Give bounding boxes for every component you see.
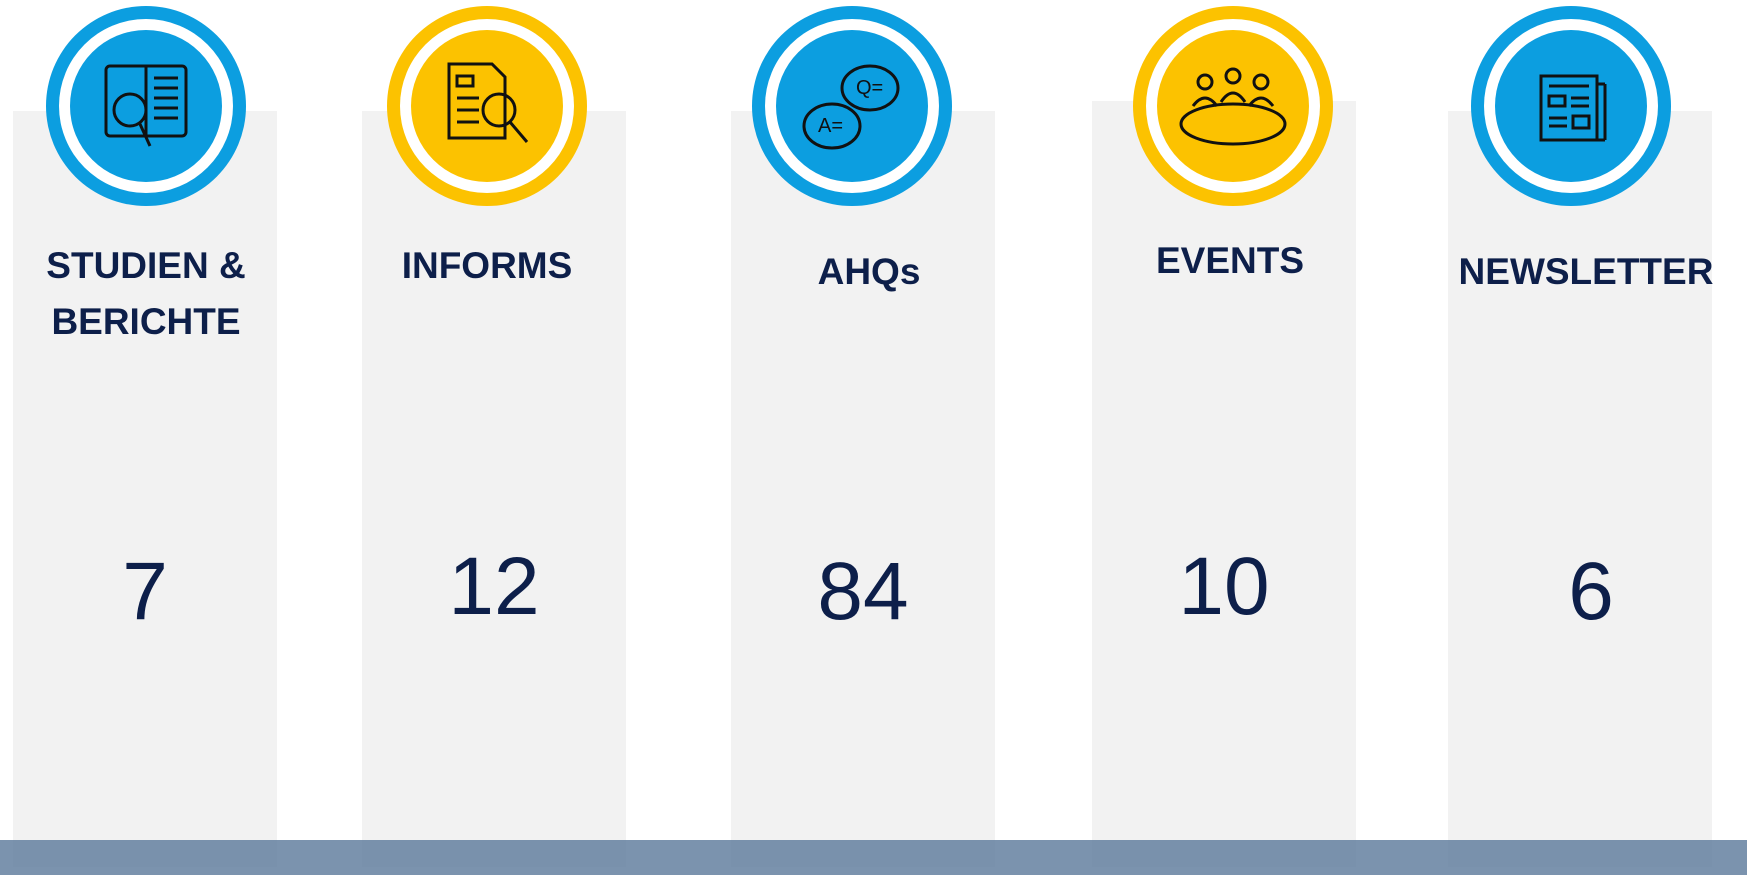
card-title: AHQs: [817, 251, 921, 292]
card-count: 12: [448, 541, 540, 632]
icon-badge: Q= A=: [752, 6, 952, 206]
card-column: [1092, 101, 1356, 867]
svg-text:A=: A=: [818, 115, 843, 137]
card-count: 84: [817, 546, 909, 637]
card-column: [362, 111, 626, 867]
svg-text:Q=: Q=: [856, 77, 883, 99]
card-title: NEWSLETTER: [1458, 251, 1714, 292]
bottom-band: [0, 840, 1747, 875]
icon-badge: [387, 6, 587, 206]
card-title: EVENTS: [1155, 240, 1305, 281]
card-count: 10: [1178, 541, 1270, 632]
card-column: [731, 111, 995, 867]
card-count: 7: [122, 546, 168, 637]
icon-badge: [1133, 6, 1333, 206]
icon-badge: [1471, 6, 1671, 206]
card-column: [1448, 111, 1712, 867]
card-title: STUDIEN & BERICHTE: [46, 245, 246, 342]
icon-badge: [46, 6, 246, 206]
card-column: [13, 111, 277, 867]
card-count: 6: [1568, 546, 1614, 637]
card-title: INFORMS: [401, 245, 573, 286]
